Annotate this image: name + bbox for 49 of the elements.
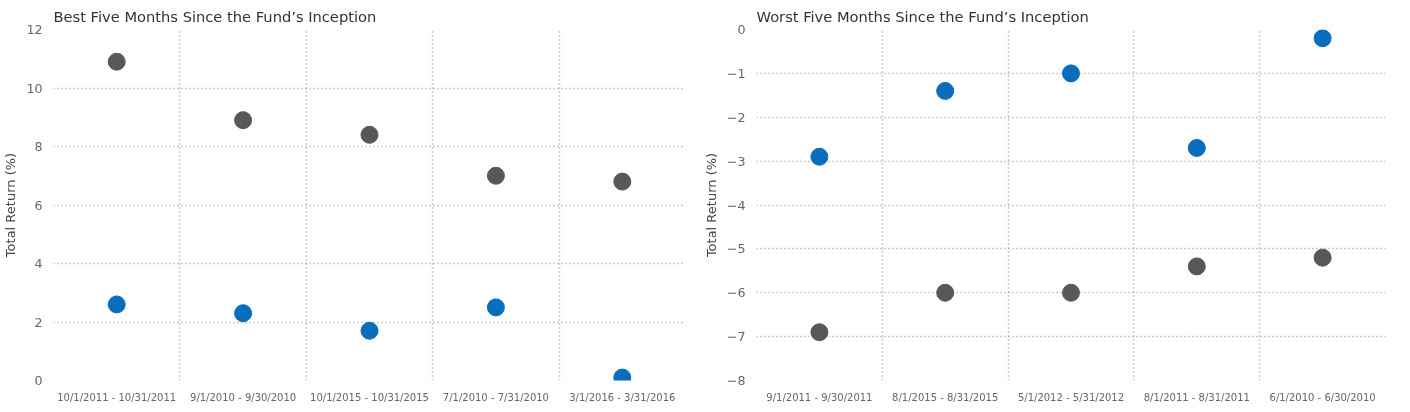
y-tick-label: −8 (726, 373, 746, 388)
point (1062, 64, 1080, 83)
x-tick-label: 9/1/2011 - 9/30/2011 (766, 391, 873, 403)
y-tick-label: 10 (26, 80, 43, 96)
chart-title: Best Five Months Since the Fund’s Inception (53, 7, 377, 25)
point (810, 147, 829, 166)
y-tick-label: 0 (34, 373, 43, 388)
point (486, 298, 505, 317)
point (1313, 248, 1332, 267)
point (1187, 138, 1206, 157)
y-tick-label: −6 (726, 285, 746, 301)
x-tick-label: 8/1/2011 - 8/31/2011 (1143, 391, 1250, 403)
point (613, 172, 632, 191)
x-tick-label: 7/1/2010 - 7/31/2010 (442, 391, 549, 403)
y-tick-label: 6 (34, 197, 43, 213)
y-tick-label: 8 (34, 139, 43, 154)
y-tick-label: −3 (726, 153, 746, 169)
y-axis-title: Total Return (%) (3, 152, 19, 259)
y-tick-label: 2 (34, 314, 43, 330)
y-tick-label: 12 (26, 22, 43, 37)
point (810, 323, 829, 342)
y-tick-label: −7 (726, 329, 746, 345)
point (107, 52, 126, 71)
y-tick-label: −2 (726, 109, 746, 125)
point (1313, 29, 1332, 48)
x-tick-label: 3/1/2016 - 3/31/2016 (569, 391, 676, 403)
y-tick-label: 4 (34, 256, 43, 271)
y-tick-label: −4 (726, 197, 746, 213)
y-axis-title: Total Return (%) (703, 152, 719, 259)
point (936, 283, 955, 302)
point (360, 321, 379, 340)
point (486, 166, 505, 185)
point (360, 125, 379, 144)
point (234, 304, 253, 323)
point (107, 295, 126, 314)
y-tick-label: 0 (737, 22, 746, 37)
point (234, 111, 253, 130)
x-tick-label: 10/1/2015 - 10/31/2015 (310, 391, 429, 403)
chart-title: Worst Five Months Since the Fund’s Inception (756, 7, 1089, 25)
x-tick-label: 5/1/2012 - 5/31/2012 (1017, 391, 1125, 403)
x-tick-label: 9/1/2010 - 9/30/2010 (190, 391, 297, 403)
x-tick-label: 6/1/2010 - 6/30/2010 (1269, 391, 1376, 403)
point (1062, 283, 1080, 302)
y-tick-label: −1 (726, 65, 746, 81)
x-tick-label: 8/1/2015 - 8/31/2015 (892, 391, 999, 403)
point (1187, 257, 1206, 276)
x-tick-label: 10/1/2011 - 10/31/2011 (57, 391, 177, 403)
point (936, 81, 955, 100)
y-tick-label: −5 (726, 241, 746, 257)
